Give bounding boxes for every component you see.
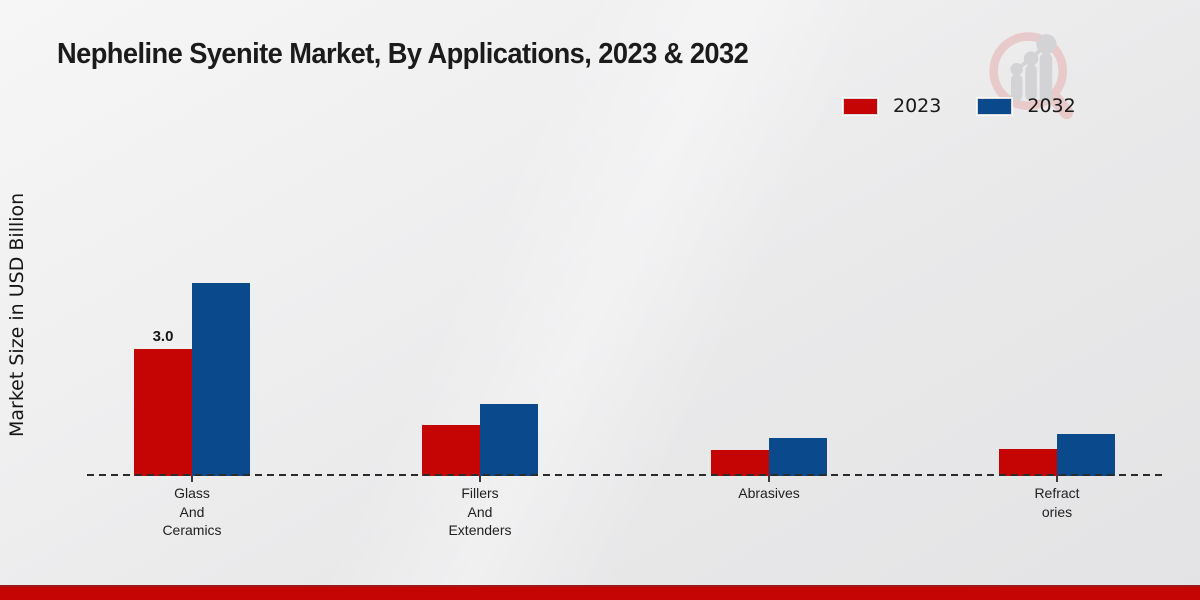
legend-swatch-2032: [977, 97, 1013, 115]
legend: 2023 2032: [843, 95, 1076, 117]
bar-2023-1: [422, 425, 480, 476]
bar-2023-2: [711, 450, 769, 476]
legend-item-2023: 2023: [843, 95, 941, 117]
bar-2032-2: [769, 438, 827, 476]
x-axis-baseline-dashed: [87, 474, 1163, 476]
x-axis-tick: [191, 476, 193, 482]
category-label-2: Abrasives: [738, 485, 800, 501]
category-label-0: Glass And Ceramics: [162, 485, 222, 538]
footer-accent-band: [0, 585, 1200, 600]
legend-swatch-2023: [843, 97, 878, 115]
category-label-3: Refract ories: [1034, 485, 1080, 520]
x-axis-tick: [479, 476, 481, 482]
x-axis-tick: [768, 476, 770, 482]
legend-label: 2032: [1027, 95, 1076, 117]
bar-2032-1: [480, 404, 538, 476]
category-label-1: Fillers And Extenders: [448, 485, 512, 538]
legend-item-2032: 2032: [977, 95, 1076, 117]
bar-value-label: 3.0: [152, 328, 174, 345]
bar-2023-0: [134, 349, 192, 476]
bar-2032-3: [1057, 434, 1115, 476]
chart-title: Nepheline Syenite Market, By Application…: [57, 38, 749, 70]
bar-2032-0: [192, 283, 250, 476]
magnifier-bar-chart-watermark-icon: [989, 32, 1074, 120]
bar-2023-3: [999, 449, 1057, 476]
x-axis-tick: [1056, 476, 1058, 482]
legend-label: 2023: [893, 95, 942, 117]
